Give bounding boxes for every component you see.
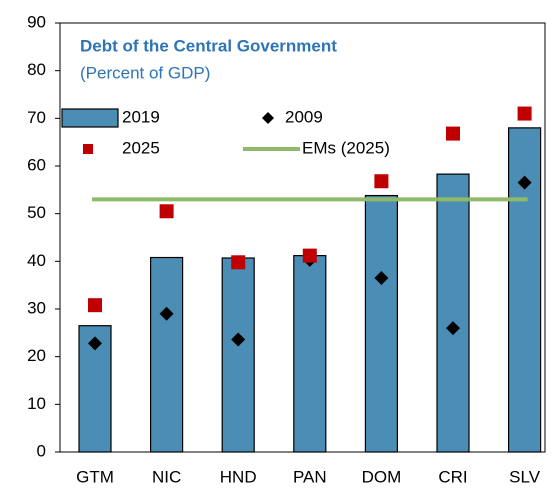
y-tick-label: 60: [27, 155, 46, 174]
legend-swatch: [262, 112, 274, 124]
bar: [150, 256, 184, 453]
y-tick-label: 70: [27, 108, 46, 127]
chart-title: Debt of the Central Government: [80, 36, 337, 55]
chart-subtitle: (Percent of GDP): [80, 63, 210, 82]
x-tick-label: DOM: [362, 467, 402, 486]
x-tick-label: HND: [220, 467, 257, 486]
x-tick-label: NIC: [152, 467, 181, 486]
y-tick-label: 90: [27, 12, 46, 31]
marker: [517, 175, 532, 190]
marker: [88, 336, 102, 351]
legend-label: EMs (2025): [302, 138, 390, 157]
marker: [446, 126, 460, 141]
y-tick-label: 40: [27, 251, 46, 270]
y-tick-label: 80: [27, 60, 46, 79]
y-tick-label: 10: [27, 394, 46, 413]
x-tick-label: PAN: [293, 467, 327, 486]
x-tick-label: SLV: [509, 467, 541, 486]
legend-label: 2019: [122, 107, 160, 126]
marker: [159, 204, 174, 219]
legend-swatch: [61, 108, 119, 128]
y-tick-label: 30: [27, 298, 46, 317]
y-tick-label: 20: [27, 346, 46, 365]
marker: [302, 248, 317, 263]
legend-label: 2025: [122, 138, 160, 157]
marker: [88, 298, 102, 313]
marker: [374, 271, 389, 286]
legend-label: 2009: [285, 107, 323, 126]
marker: [159, 306, 174, 321]
y-tick-label: 0: [37, 441, 46, 460]
marker: [231, 255, 246, 270]
bar: [364, 194, 398, 453]
marker: [446, 321, 460, 336]
y-tick-label: 50: [27, 203, 46, 222]
x-tick-label: CRI: [438, 467, 467, 486]
bar: [293, 255, 327, 453]
marker: [231, 332, 246, 347]
marker: [517, 106, 532, 121]
bar: [436, 173, 470, 453]
x-tick-label: GTM: [76, 467, 114, 486]
marker: [374, 174, 389, 189]
legend-swatch: [83, 144, 93, 154]
bar: [221, 257, 255, 453]
